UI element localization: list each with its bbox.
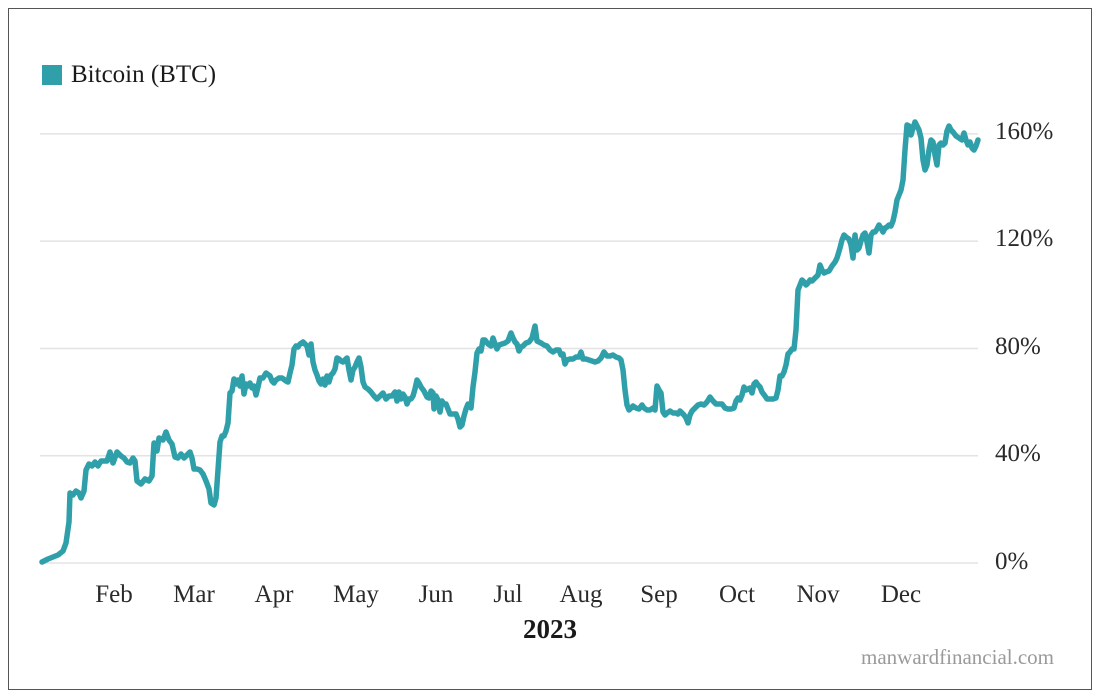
source-watermark: manwardfinancial.com [861, 645, 1054, 669]
x-tick-dec: Dec [880, 581, 922, 608]
x-tick-feb: Feb [95, 581, 133, 608]
x-tick-oct: Oct [718, 581, 756, 608]
x-tick-jun: Jun [418, 581, 454, 608]
legend-swatch-icon [42, 64, 62, 85]
x-tick-aug: Aug [559, 581, 603, 608]
y-tick-80: 80% [995, 333, 1041, 360]
y-tick-40: 40% [995, 440, 1041, 467]
gridlines [40, 133, 978, 564]
y-tick-0: 0% [995, 548, 1029, 575]
bitcoin-line [39, 119, 981, 565]
x-axis-year-label: 2023 [523, 614, 577, 644]
legend-label: Bitcoin (BTC) [71, 61, 217, 88]
x-tick-mar: Mar [173, 581, 215, 608]
legend: Bitcoin (BTC) [42, 62, 216, 87]
y-tick-160: 160% [995, 118, 1054, 145]
x-tick-apr: Apr [254, 581, 294, 608]
x-tick-nov: Nov [796, 581, 840, 608]
x-tick-jul: Jul [493, 581, 523, 608]
x-tick-may: May [333, 581, 379, 608]
y-tick-120: 120% [995, 225, 1054, 252]
x-tick-sep: Sep [640, 581, 678, 608]
